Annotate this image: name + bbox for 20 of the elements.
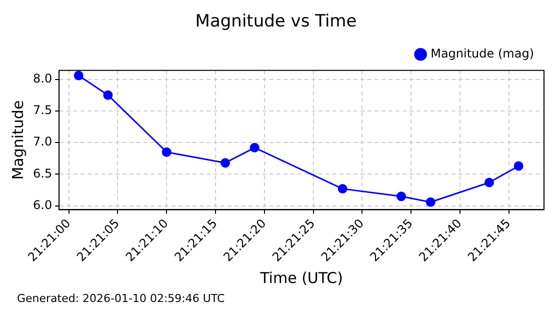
text: Generated: 2026-01-10 02:59:46 UTC — [17, 292, 226, 305]
point — [514, 161, 524, 171]
point — [220, 158, 230, 168]
y-tick-label: 8.0 — [32, 71, 52, 86]
y-tick-label: 7.5 — [32, 103, 52, 118]
point — [74, 70, 84, 80]
chart-title: Magnitude vs Time — [195, 12, 357, 32]
y-axis-title: Magnitude — [8, 100, 27, 180]
point — [250, 142, 260, 152]
point — [338, 184, 348, 194]
y-tick-label: 6.0 — [32, 198, 52, 212]
legend-label: Magnitude (mag) — [430, 46, 534, 61]
x-axis-title: Time (UTC) — [259, 268, 344, 287]
point — [396, 192, 406, 202]
point — [426, 197, 436, 207]
point — [484, 178, 494, 188]
y-tick-label: 7.0 — [32, 134, 52, 149]
y-tick-label: 6.5 — [32, 166, 52, 180]
point — [162, 147, 172, 157]
point — [103, 90, 113, 100]
